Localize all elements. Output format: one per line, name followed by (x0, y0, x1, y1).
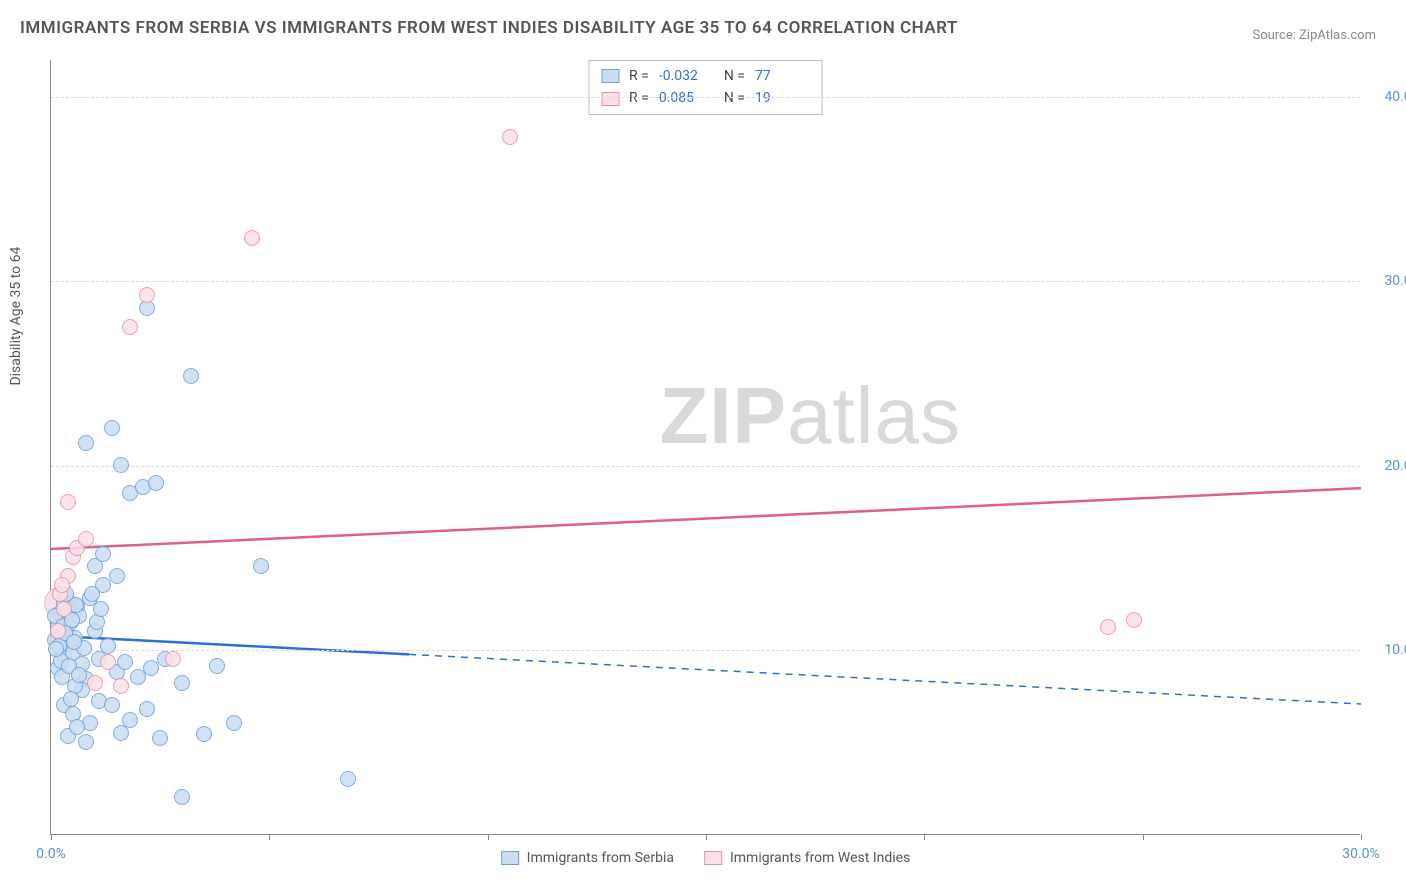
y-axis-title: Disability Age 35 to 64 (8, 247, 24, 386)
legend-series-label: Immigrants from Serbia (527, 850, 674, 866)
legend-r-label: R = (629, 65, 649, 87)
scatter-point (93, 601, 109, 617)
y-tick-label: 40.0% (1367, 89, 1406, 105)
scatter-point (48, 641, 64, 657)
x-tick-label: 0.0% (36, 846, 66, 862)
scatter-point (244, 230, 260, 246)
scatter-point (139, 287, 155, 303)
scatter-point (122, 712, 138, 728)
scatter-point (54, 577, 70, 593)
scatter-point (117, 654, 133, 670)
scatter-point (183, 368, 199, 384)
scatter-point (78, 435, 94, 451)
scatter-point (1126, 612, 1142, 628)
legend-swatch (501, 851, 519, 865)
scatter-point (502, 129, 518, 145)
gridline (51, 466, 1360, 467)
scatter-point (78, 734, 94, 750)
scatter-point (226, 715, 242, 731)
legend-n-label: N = (724, 87, 745, 109)
scatter-point (253, 558, 269, 574)
gridline (51, 281, 1360, 282)
scatter-point (87, 675, 103, 691)
legend-n-value: 19 (755, 87, 810, 109)
scatter-point (84, 586, 100, 602)
chart-svg (51, 60, 1360, 834)
scatter-point (148, 475, 164, 491)
scatter-point (63, 691, 79, 707)
scatter-point (50, 623, 66, 639)
scatter-point (104, 420, 120, 436)
plot-area: Disability Age 35 to 64 ZIPatlas R =-0.0… (50, 60, 1360, 835)
legend-correlation-row: R = -0.032 N = 77 (601, 65, 810, 87)
legend-correlation: R = -0.032 N = 77 R = 0.085 N = 19 (588, 60, 823, 115)
legend-r-value: 0.085 (659, 87, 714, 109)
legend-series-item: Immigrants from Serbia (501, 850, 674, 866)
y-tick-label: 20.0% (1367, 458, 1406, 474)
scatter-point (113, 457, 129, 473)
x-tick (924, 834, 925, 840)
gridline (51, 97, 1360, 98)
x-tick-label: 30.0% (1342, 846, 1380, 862)
scatter-point (152, 730, 168, 746)
scatter-point (122, 319, 138, 335)
legend-n-value: 77 (755, 65, 810, 87)
legend-series-label: Immigrants from West Indies (730, 850, 910, 866)
scatter-point (109, 568, 125, 584)
scatter-point (174, 789, 190, 805)
scatter-point (104, 697, 120, 713)
y-tick-label: 10.0% (1367, 642, 1406, 658)
gridline (51, 650, 1360, 651)
x-tick (488, 834, 489, 840)
scatter-point (78, 531, 94, 547)
scatter-point (69, 719, 85, 735)
legend-r-value: -0.032 (659, 65, 714, 87)
scatter-point (71, 667, 87, 683)
scatter-point (113, 678, 129, 694)
scatter-point (139, 701, 155, 717)
scatter-point (174, 675, 190, 691)
y-tick-label: 30.0% (1367, 273, 1406, 289)
x-tick (1143, 834, 1144, 840)
scatter-point (196, 726, 212, 742)
scatter-point (100, 654, 116, 670)
scatter-point (209, 658, 225, 674)
scatter-point (95, 546, 111, 562)
scatter-point (1100, 619, 1116, 635)
scatter-point (165, 651, 181, 667)
source-attribution: Source: ZipAtlas.com (1252, 28, 1376, 43)
scatter-point (66, 634, 82, 650)
x-tick (269, 834, 270, 840)
trendline-westindies (51, 488, 1361, 549)
chart-title: IMMIGRANTS FROM SERBIA VS IMMIGRANTS FRO… (20, 18, 958, 38)
scatter-point (340, 771, 356, 787)
trendline-serbia-extrapolated (409, 654, 1361, 704)
scatter-point (100, 638, 116, 654)
x-tick (51, 834, 52, 840)
legend-swatch (601, 69, 619, 83)
legend-series-item: Immigrants from West Indies (704, 850, 910, 866)
legend-correlation-row: R = 0.085 N = 19 (601, 87, 810, 109)
legend-series: Immigrants from Serbia Immigrants from We… (501, 850, 911, 866)
legend-swatch (601, 92, 619, 106)
scatter-point (56, 601, 72, 617)
x-tick (1361, 834, 1362, 840)
x-tick (706, 834, 707, 840)
scatter-point (60, 494, 76, 510)
legend-r-label: R = (629, 87, 649, 109)
legend-n-label: N = (724, 65, 745, 87)
legend-swatch (704, 851, 722, 865)
